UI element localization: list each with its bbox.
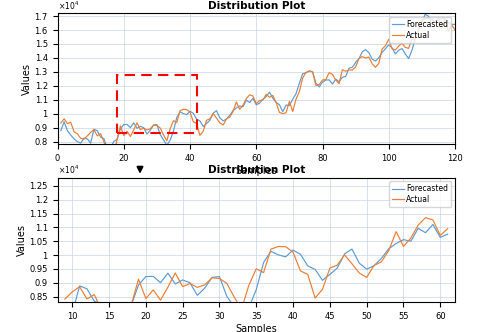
Forecasted: [62, 303, 68, 307]
Forecasted: [108, 146, 114, 150]
Forecasted: [320, 278, 326, 282]
Forecasted: [422, 12, 428, 16]
Actual: [111, 153, 117, 157]
Text: $\times10^4$: $\times10^4$: [58, 164, 78, 176]
Line: Actual: Actual: [65, 218, 448, 332]
Actual: [172, 271, 178, 275]
Actual: [452, 28, 458, 32]
Forecasted: [290, 248, 296, 252]
Title: Distribution Plot: Distribution Plot: [208, 165, 305, 175]
Actual: [298, 269, 304, 273]
Actual: [372, 65, 378, 69]
Line: Forecasted: Forecasted: [61, 14, 455, 148]
Y-axis label: Values: Values: [16, 224, 26, 256]
Forecasted: [312, 267, 318, 271]
Actual: [333, 78, 339, 82]
Forecasted: [298, 252, 304, 256]
Forecasted: [364, 267, 370, 271]
Forecasted: [167, 138, 173, 142]
Line: Actual: Actual: [61, 18, 455, 155]
Actual: [62, 297, 68, 301]
X-axis label: Samples: Samples: [236, 166, 277, 176]
Forecasted: [144, 132, 150, 136]
Forecasted: [452, 22, 458, 26]
Actual: [320, 287, 326, 291]
Text: $\times10^4$: $\times10^4$: [58, 0, 78, 12]
Actual: [364, 276, 370, 280]
Actual: [167, 127, 173, 131]
Actual: [290, 250, 296, 254]
Forecasted: [444, 232, 450, 236]
Actual: [144, 128, 150, 132]
Forecasted: [114, 321, 119, 325]
Forecasted: [446, 21, 452, 25]
Bar: [117, 75, 196, 133]
Line: Forecasted: Forecasted: [65, 224, 448, 323]
Actual: [280, 112, 286, 116]
Legend: Forecasted, Actual: Forecasted, Actual: [390, 182, 451, 207]
Actual: [58, 121, 64, 125]
Legend: Forecasted, Actual: Forecasted, Actual: [390, 17, 451, 43]
Actual: [422, 216, 428, 220]
Forecasted: [58, 129, 64, 133]
Forecasted: [280, 110, 286, 114]
Y-axis label: Values: Values: [22, 63, 32, 95]
Actual: [444, 227, 450, 231]
Forecasted: [333, 77, 339, 81]
X-axis label: Samples: Samples: [236, 324, 277, 332]
Actual: [436, 16, 442, 20]
Forecasted: [430, 222, 436, 226]
Forecasted: [372, 59, 378, 63]
Actual: [312, 296, 318, 300]
Forecasted: [172, 282, 178, 286]
Actual: [446, 29, 452, 33]
Title: Distribution Plot: Distribution Plot: [208, 1, 305, 11]
